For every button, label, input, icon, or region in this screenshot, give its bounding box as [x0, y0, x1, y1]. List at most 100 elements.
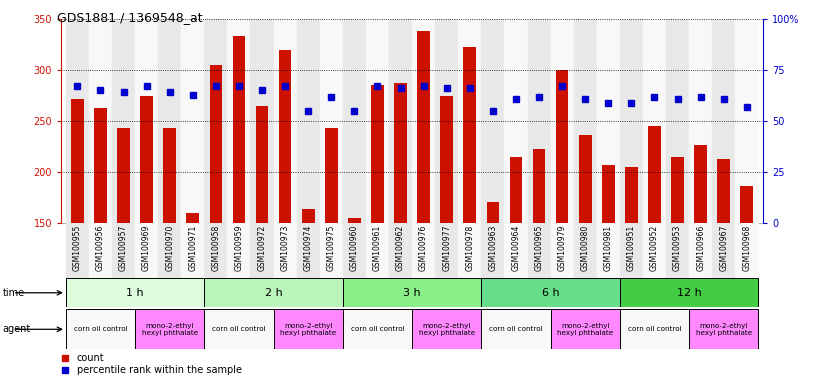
Bar — [94, 108, 107, 223]
Bar — [412, 309, 481, 349]
Bar — [504, 19, 527, 223]
Text: GSM100968: GSM100968 — [743, 224, 752, 271]
Text: GSM100960: GSM100960 — [350, 224, 359, 271]
Bar — [717, 159, 730, 223]
Text: percentile rank within the sample: percentile rank within the sample — [77, 365, 242, 375]
Bar — [596, 19, 620, 223]
Bar — [417, 31, 430, 223]
Text: GSM100964: GSM100964 — [512, 224, 521, 271]
Text: GSM100972: GSM100972 — [258, 224, 267, 271]
Bar — [112, 19, 135, 223]
Bar — [366, 223, 389, 278]
Bar — [620, 223, 643, 278]
Text: GSM100957: GSM100957 — [119, 224, 128, 271]
Bar — [689, 223, 712, 278]
Bar — [71, 99, 84, 223]
Bar — [643, 223, 666, 278]
Bar — [620, 309, 689, 349]
Text: GSM100966: GSM100966 — [696, 224, 705, 271]
Bar — [279, 50, 291, 223]
Bar — [459, 223, 481, 278]
Bar — [297, 19, 320, 223]
Text: GSM100952: GSM100952 — [650, 224, 659, 271]
Bar — [140, 96, 153, 223]
Bar — [320, 19, 343, 223]
Bar — [620, 278, 758, 307]
Bar — [689, 309, 758, 349]
Bar — [89, 19, 112, 223]
Text: mono-2-ethyl
hexyl phthalate: mono-2-ethyl hexyl phthalate — [557, 323, 614, 336]
Bar — [596, 223, 620, 278]
Bar — [135, 309, 204, 349]
Bar — [504, 223, 527, 278]
Bar — [389, 19, 412, 223]
Text: GSM100974: GSM100974 — [304, 224, 313, 271]
Text: GSM100965: GSM100965 — [534, 224, 543, 271]
Bar — [435, 223, 459, 278]
Bar — [412, 223, 435, 278]
Text: agent: agent — [2, 324, 31, 334]
Text: GSM100955: GSM100955 — [73, 224, 82, 271]
Text: GSM100971: GSM100971 — [188, 224, 197, 271]
Bar — [551, 19, 574, 223]
Bar — [574, 19, 596, 223]
Bar — [273, 223, 297, 278]
Text: GSM100979: GSM100979 — [557, 224, 566, 271]
Bar — [204, 309, 273, 349]
Bar — [204, 223, 228, 278]
Text: 6 h: 6 h — [542, 288, 560, 298]
Text: corn oil control: corn oil control — [73, 326, 127, 332]
Bar — [481, 223, 504, 278]
Bar — [158, 19, 181, 223]
Text: GSM100969: GSM100969 — [142, 224, 151, 271]
Bar — [527, 223, 551, 278]
Bar — [441, 96, 453, 223]
Bar — [302, 210, 314, 223]
Text: corn oil control: corn oil control — [489, 326, 543, 332]
Bar — [233, 36, 246, 223]
Text: mono-2-ethyl
hexyl phthalate: mono-2-ethyl hexyl phthalate — [280, 323, 336, 336]
Text: GSM100958: GSM100958 — [211, 224, 220, 271]
Bar — [666, 223, 689, 278]
Bar — [574, 223, 596, 278]
Bar — [204, 19, 228, 223]
Bar — [481, 278, 620, 307]
Bar — [643, 19, 666, 223]
Bar — [273, 309, 343, 349]
Text: GSM100961: GSM100961 — [373, 224, 382, 271]
Bar — [89, 223, 112, 278]
Text: GSM100973: GSM100973 — [281, 224, 290, 271]
Text: GSM100978: GSM100978 — [465, 224, 474, 271]
Bar — [118, 128, 130, 223]
Bar — [602, 165, 614, 223]
Text: 1 h: 1 h — [126, 288, 144, 298]
Bar — [251, 19, 273, 223]
Text: GSM100981: GSM100981 — [604, 224, 613, 270]
Bar — [66, 223, 89, 278]
Bar — [343, 278, 481, 307]
Bar — [366, 19, 389, 223]
Bar — [343, 223, 366, 278]
Bar — [694, 146, 707, 223]
Bar — [666, 19, 689, 223]
Bar — [459, 19, 481, 223]
Text: GSM100962: GSM100962 — [396, 224, 405, 271]
Bar — [343, 309, 412, 349]
Bar — [273, 19, 297, 223]
Text: corn oil control: corn oil control — [212, 326, 266, 332]
Bar — [112, 223, 135, 278]
Bar — [712, 19, 735, 223]
Text: time: time — [2, 288, 24, 298]
Bar — [66, 278, 204, 307]
Bar — [625, 167, 638, 223]
Text: 12 h: 12 h — [676, 288, 702, 298]
Text: GSM100967: GSM100967 — [719, 224, 728, 271]
Bar — [486, 202, 499, 223]
Bar — [251, 223, 273, 278]
Bar — [481, 19, 504, 223]
Bar — [527, 19, 551, 223]
Bar — [181, 19, 204, 223]
Text: GSM100977: GSM100977 — [442, 224, 451, 271]
Bar — [648, 126, 661, 223]
Bar — [210, 65, 222, 223]
